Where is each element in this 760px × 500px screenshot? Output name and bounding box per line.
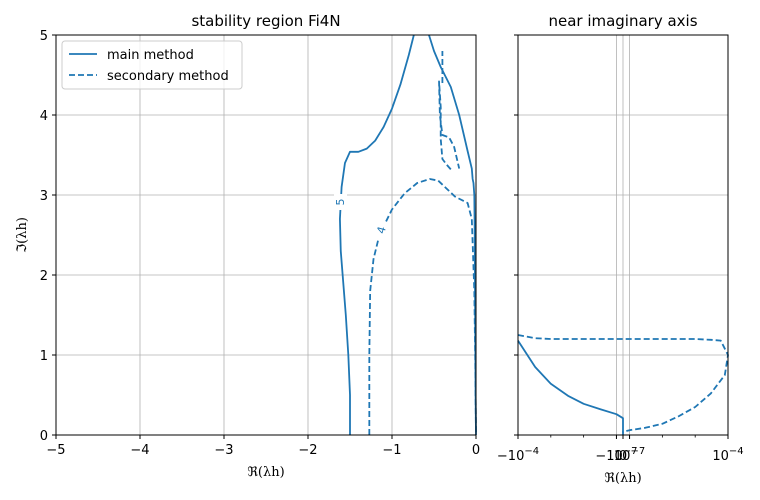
legend-box	[61, 40, 243, 90]
left-y-tick-label: 3	[40, 189, 48, 204]
left-y-tick-label: 0	[40, 429, 48, 444]
legend: main method secondary method	[61, 40, 243, 90]
left-y-tick-label: 4	[40, 109, 48, 124]
main-method-line	[517, 340, 624, 435]
left-y-tick-label: 2	[40, 269, 48, 284]
left-x-tick-label: −4	[130, 443, 149, 458]
right-x-tick-label: −10−4	[497, 446, 539, 464]
left-gridlines	[55, 34, 477, 436]
secondary-method-line	[368, 178, 477, 436]
secondary-method-line	[517, 334, 729, 433]
left-y-tick-label: 5	[40, 29, 48, 44]
legend-label-main: main method	[107, 48, 194, 63]
right-x-tick-label: 10−7	[614, 446, 645, 464]
left-x-tick-label: −1	[382, 443, 401, 458]
right-x-tick-label: 10−4	[712, 446, 743, 464]
contour-label-5-bg	[334, 194, 347, 210]
contour-label-4: 4	[374, 225, 388, 235]
left-title: stability region Fi4N	[191, 12, 340, 30]
left-ylabel: ℑ(λh)	[15, 217, 30, 253]
secondary-method-line	[438, 80, 461, 170]
right-title: near imaginary axis	[548, 12, 697, 30]
right-x-tick-label: −10−7	[595, 446, 637, 464]
left-axes-frame	[55, 34, 477, 436]
contour-label-4-bg	[375, 223, 387, 239]
left-x-tick-label: −2	[298, 443, 317, 458]
left-x-tick-label: −3	[214, 443, 233, 458]
left-y-tick-label: 1	[40, 349, 48, 364]
contour-label-5: 5	[334, 199, 347, 206]
left-x-tick-label: 0	[472, 443, 480, 458]
left-x-tick-label: −5	[46, 443, 65, 458]
right-x-tick-label: 0	[619, 449, 627, 464]
left-ticks: −5 −4 −3 −2 −1 0 0 1 2 3 4 5	[40, 29, 480, 458]
left-xlabel: ℜ(λh)	[247, 465, 284, 480]
left-plot-lines	[339, 34, 477, 436]
right-plot-lines	[517, 334, 729, 435]
contour-labels: 5 4	[334, 194, 389, 239]
right-xlabel: ℜ(λh)	[604, 471, 641, 486]
legend-label-secondary: secondary method	[107, 69, 229, 84]
main-method-line	[339, 34, 415, 435]
